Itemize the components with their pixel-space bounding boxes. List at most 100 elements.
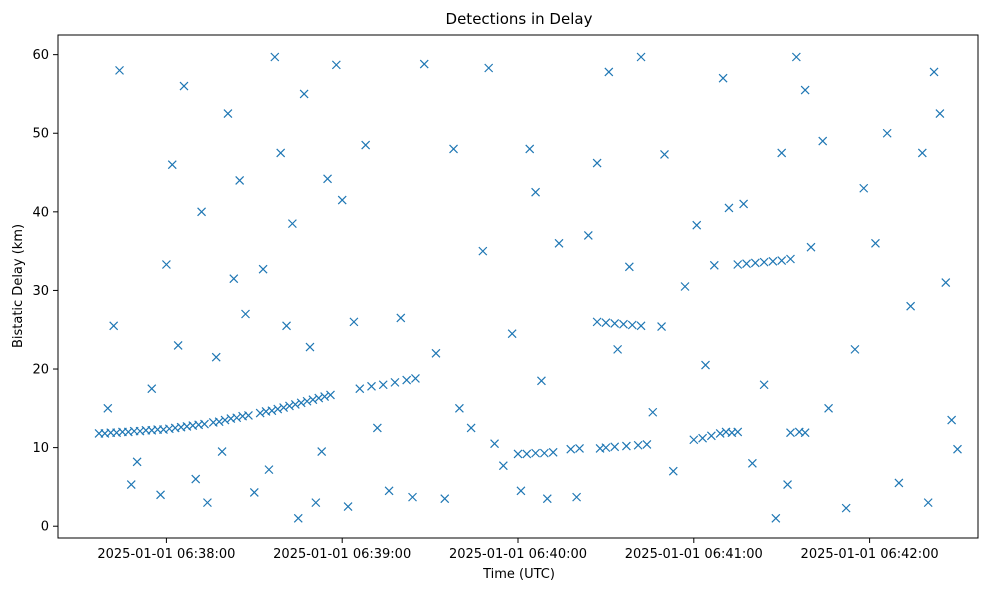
y-axis-label: Bistatic Delay (km)	[11, 224, 26, 348]
data-point-marker	[698, 433, 708, 443]
data-point-marker	[642, 440, 652, 449]
data-point-marker	[229, 274, 239, 284]
data-point-marker	[440, 494, 450, 504]
data-point-marker	[777, 148, 787, 158]
data-point-marker	[715, 429, 725, 438]
data-point-marker	[326, 390, 335, 400]
data-point-marker	[211, 352, 221, 362]
data-point-marker	[220, 415, 230, 425]
data-point-marker	[305, 342, 315, 352]
data-point-marker	[466, 423, 476, 433]
data-point-marker	[706, 431, 716, 441]
data-point-marker	[258, 264, 268, 274]
data-point-marker	[232, 413, 242, 423]
data-point-marker	[109, 321, 119, 331]
data-point-marker	[103, 403, 113, 413]
data-point-marker	[293, 513, 303, 523]
data-point-marker	[191, 474, 201, 484]
data-point-marker	[161, 260, 171, 269]
data-point-marker	[759, 380, 769, 390]
data-point-marker	[548, 447, 558, 457]
data-point-marker	[276, 148, 286, 158]
data-point-marker	[411, 374, 420, 383]
data-point-marker	[800, 428, 810, 438]
data-point-marker	[264, 465, 274, 475]
data-point-marker	[592, 158, 602, 168]
data-point-marker	[747, 458, 757, 468]
data-point-marker	[531, 448, 541, 458]
data-point-marker	[384, 486, 394, 496]
data-point-marker	[285, 401, 294, 411]
data-point-marker	[871, 238, 880, 248]
data-point-marker	[633, 440, 643, 450]
data-point-marker	[604, 67, 614, 77]
data-point-marker	[311, 498, 321, 508]
data-point-marker	[235, 175, 245, 185]
data-point-marker	[636, 52, 646, 62]
data-point-marker	[800, 85, 810, 95]
data-point-marker	[484, 63, 494, 73]
data-point-marker	[583, 230, 593, 240]
data-point-marker	[349, 317, 359, 327]
data-point-marker	[947, 415, 957, 425]
data-point-marker	[525, 144, 535, 154]
plot-area	[57, 34, 979, 539]
data-point-marker	[378, 380, 388, 390]
data-point-marker	[724, 203, 734, 213]
data-point-marker	[610, 442, 620, 452]
y-tick-label: 10	[32, 441, 49, 456]
data-point-marker	[282, 321, 291, 331]
data-point-marker	[478, 246, 488, 256]
data-point-marker	[147, 384, 157, 394]
data-point-marker	[217, 447, 227, 456]
data-point-marker	[619, 319, 628, 329]
data-point-marker	[167, 160, 177, 170]
data-point-marker	[390, 377, 400, 387]
data-point-marker	[126, 480, 136, 489]
data-point-marker	[223, 109, 233, 119]
data-point-marker	[317, 447, 327, 456]
data-point-marker	[115, 65, 124, 75]
data-point-marker	[244, 410, 253, 420]
data-point-marker	[636, 321, 646, 331]
data-point-marker	[542, 494, 552, 504]
x-axis-ticks: 2025-01-01 06:38:00 2025-01-01 06:39:00 20…	[97, 538, 939, 562]
y-tick-label: 0	[41, 520, 49, 535]
data-point-marker	[824, 403, 833, 413]
data-point-marker	[449, 144, 458, 154]
data-point-marker	[624, 262, 634, 272]
x-axis-label: Time (UTC)	[482, 567, 555, 582]
data-point-marker	[419, 59, 429, 69]
data-point-marker	[314, 393, 324, 403]
data-point-marker	[402, 375, 412, 385]
data-point-marker	[791, 52, 801, 62]
data-point-marker	[917, 148, 927, 158]
data-point-marker	[575, 443, 584, 453]
data-point-marker	[323, 174, 332, 184]
data-point-marker	[850, 344, 860, 354]
data-point-marker	[279, 403, 289, 412]
data-point-marker	[156, 490, 165, 500]
data-point-marker	[361, 140, 371, 150]
x-tick-label: 2025-01-01 06:41:00	[625, 547, 763, 562]
y-tick-label: 20	[32, 363, 49, 378]
data-point-marker	[308, 395, 318, 405]
data-point-marker	[894, 478, 904, 488]
y-tick-label: 30	[32, 284, 49, 299]
data-point-marker	[214, 417, 224, 427]
data-point-marker	[689, 435, 699, 445]
data-point-marker	[296, 398, 306, 408]
data-point-marker	[255, 408, 265, 418]
data-point-marker	[786, 254, 795, 264]
data-point-marker	[320, 392, 330, 401]
data-point-marker	[337, 195, 347, 205]
data-point-marker	[431, 348, 441, 358]
data-point-marker	[454, 403, 464, 413]
data-point-marker	[783, 480, 792, 489]
y-tick-label: 50	[32, 127, 49, 142]
data-point-marker	[759, 257, 769, 267]
data-point-marker	[173, 341, 183, 350]
data-point-marker	[657, 322, 666, 332]
data-point-marker	[498, 461, 508, 471]
